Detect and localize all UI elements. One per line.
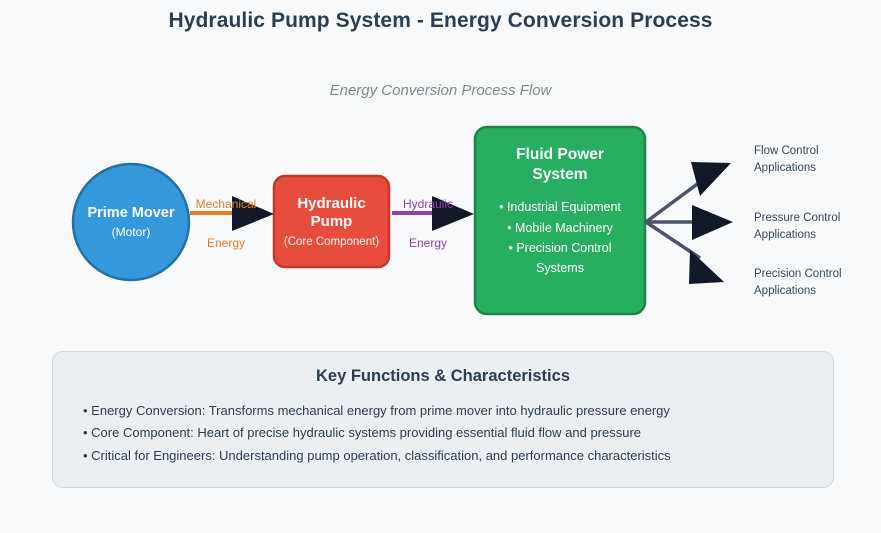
mechanical-energy-label-line1: Mechanical (195, 197, 257, 211)
application-label-line2: Applications (754, 162, 817, 175)
key-functions-panel: Key Functions & Characteristics • Energy… (52, 351, 834, 488)
prime-mover-shape[interactable] (71, 162, 191, 282)
application-label-line1: Flow Control (754, 145, 819, 157)
hydraulic-energy-label-line2: Energy (408, 236, 448, 251)
application-label-pressure-control: Pressure Control Applications (754, 210, 881, 244)
mechanical-energy-arrow (190, 196, 274, 231)
hydraulic-energy-arrow (392, 196, 474, 231)
list-item: • Critical for Engineers: Understanding … (83, 447, 671, 463)
hydraulic-energy-label: Hydraulic Energy (390, 197, 466, 251)
list-item: • Core Component: Heart of precise hydra… (83, 425, 642, 441)
mechanical-energy-label-line2: Energy (206, 236, 246, 251)
diagram-subtitle: Energy Conversion Process Flow (329, 82, 552, 99)
application-fanout-arrows (644, 162, 733, 284)
hydraulic-pump-shape[interactable] (272, 174, 391, 269)
application-label-line2: Applications (754, 229, 817, 242)
hydraulic-energy-label-line1: Hydraulic (402, 197, 453, 211)
key-functions-panel-title: Key Functions & Characteristics (316, 367, 570, 385)
application-label-line1: Pressure Control (754, 212, 841, 224)
application-label-flow-control: Flow Control Applications (754, 143, 881, 177)
list-item: • Energy Conversion: Transforms mechanic… (83, 403, 670, 418)
mechanical-energy-label: Mechanical Energy (188, 197, 264, 251)
page-title: Hydraulic Pump System - Energy Conversio… (168, 9, 713, 32)
application-label-line1: Precision Control (754, 268, 842, 280)
key-functions-list: • Energy Conversion: Transforms mechanic… (53, 400, 833, 467)
fluid-power-system-shape[interactable] (473, 125, 647, 316)
application-label-precision-control: Precision Control Applications (754, 266, 881, 300)
application-label-line2: Applications (754, 285, 817, 298)
